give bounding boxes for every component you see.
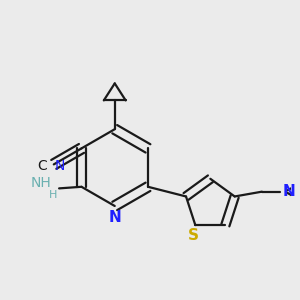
Text: N: N bbox=[108, 210, 121, 225]
Text: NH: NH bbox=[30, 176, 51, 190]
Text: H: H bbox=[49, 190, 57, 200]
Text: N: N bbox=[55, 159, 65, 173]
Text: N: N bbox=[283, 184, 296, 199]
Text: C: C bbox=[38, 159, 47, 173]
Text: S: S bbox=[188, 228, 199, 243]
